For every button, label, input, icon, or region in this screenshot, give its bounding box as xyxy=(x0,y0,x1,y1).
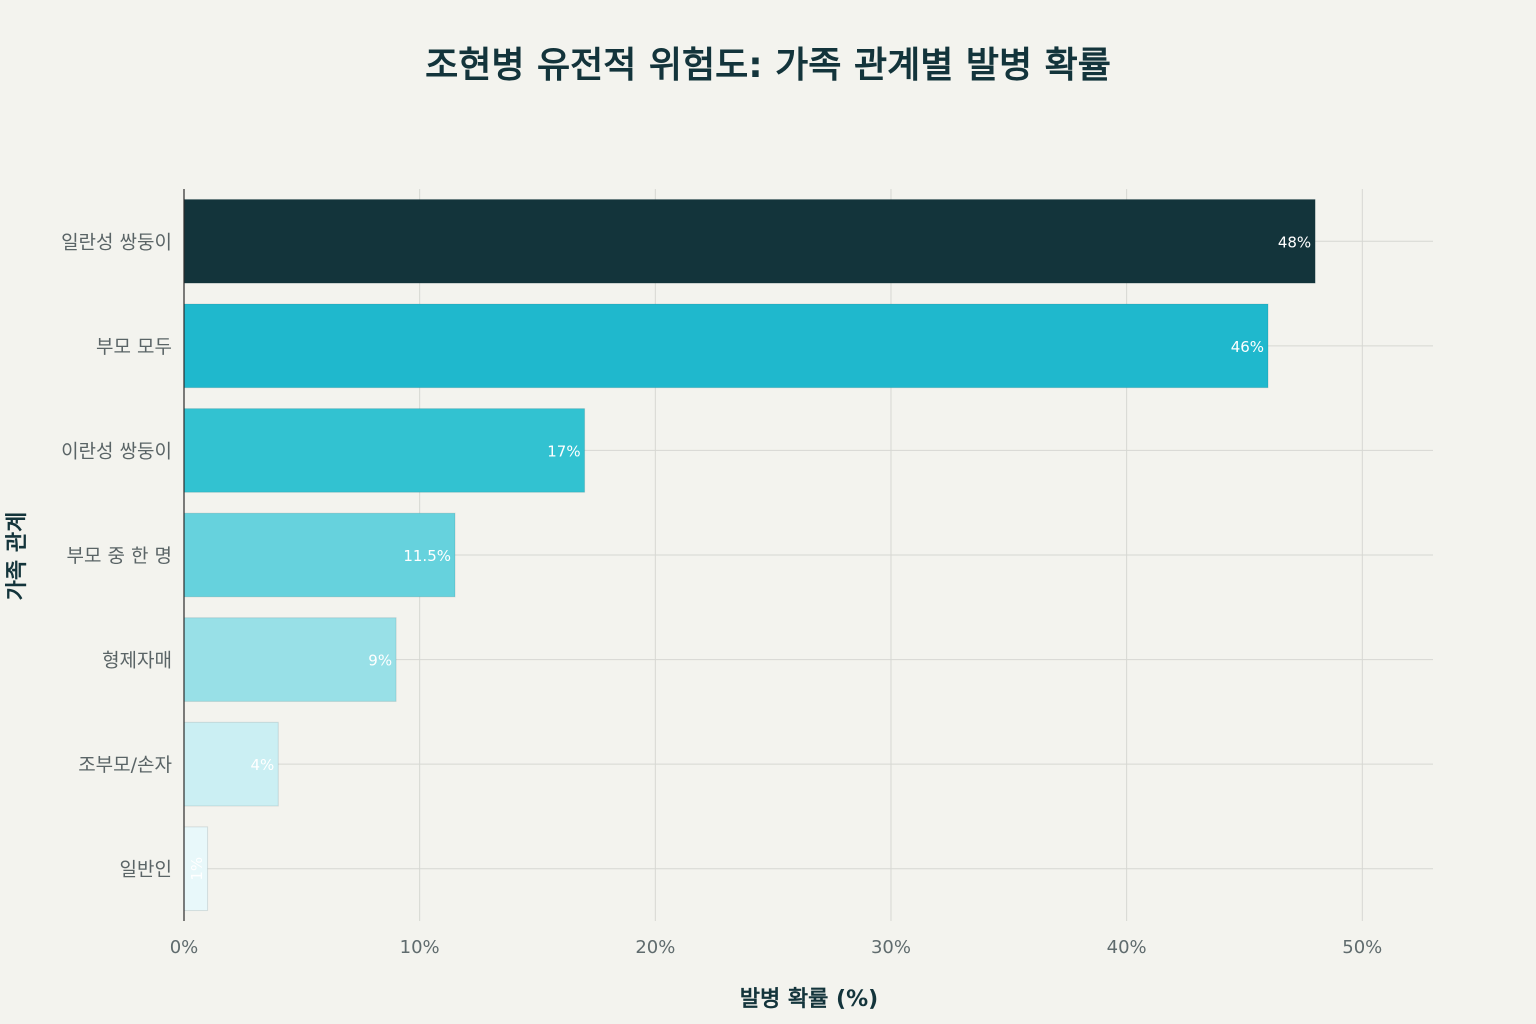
data-label: 11.5% xyxy=(403,547,451,565)
x-tick-label: 50% xyxy=(1342,937,1382,958)
bars xyxy=(183,198,1316,912)
x-tick-label: 20% xyxy=(635,937,675,958)
data-label: 48% xyxy=(1278,233,1311,251)
x-tick-label: 40% xyxy=(1107,937,1147,958)
category-label: 부모 모두 xyxy=(96,336,172,358)
category-label: 형제자매 xyxy=(102,650,172,672)
x-tick-label: 10% xyxy=(400,937,440,958)
bar xyxy=(183,198,1316,284)
y-axis-title: 가족 관계 xyxy=(5,512,30,601)
chart-title: 조현병 유전적 위험도: 가족 관계별 발병 확률 xyxy=(425,45,1111,86)
bar xyxy=(183,721,279,807)
data-label: 4% xyxy=(250,756,274,774)
bar xyxy=(183,617,397,702)
bar xyxy=(183,303,1269,389)
labels: 0% 10% 20% 30% 40% 50% 일란성 쌍둥이 48% 부모 모두 46% 이란성 쌍… xyxy=(61,231,1382,958)
category-label: 부모 중 한 명 xyxy=(66,545,172,567)
category-label: 조부모/손자 xyxy=(78,754,172,776)
category-label: 일반인 xyxy=(120,859,172,881)
bar xyxy=(183,512,456,598)
category-label: 이란성 쌍둥이 xyxy=(61,440,172,462)
x-axis-title: 발병 확률 (%) xyxy=(740,987,878,1012)
data-label: 17% xyxy=(547,442,580,460)
category-label: 일란성 쌍둥이 xyxy=(61,231,172,253)
data-label: 46% xyxy=(1231,338,1264,356)
data-label: 9% xyxy=(368,652,392,670)
bar xyxy=(183,408,586,493)
x-tick-label: 0% xyxy=(170,937,199,958)
data-label: 1% xyxy=(188,857,206,881)
x-tick-label: 30% xyxy=(871,937,911,958)
